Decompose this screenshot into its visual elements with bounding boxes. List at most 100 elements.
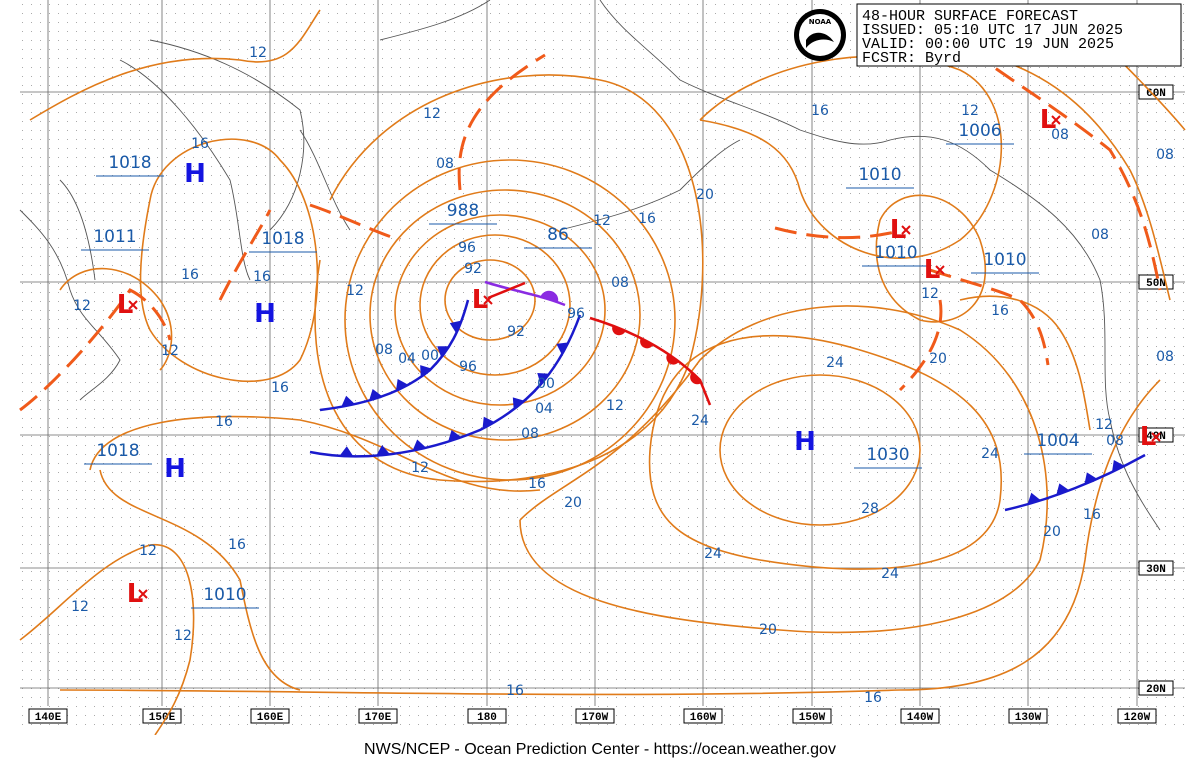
isobar-label: 24 [981,446,999,462]
trough [774,226,1050,392]
isobar-label: 12 [921,286,939,302]
pressure-label: 1018 [108,153,151,173]
occluded-front-symbol [540,290,559,302]
cold-front-symbol [1084,472,1098,485]
isobar [875,194,986,323]
isobar-label: 16 [253,269,271,285]
trough [218,209,272,301]
lat-label-box [1138,427,1174,443]
pressure-label: 1010 [858,165,901,185]
header-line: 48-HOUR SURFACE FORECAST [862,8,1078,25]
low-x [128,300,138,310]
pressure-label: 1030 [866,445,909,465]
isobar-label: 20 [929,351,947,367]
lon-label: 160E [257,712,284,724]
lon-label: 150E [149,712,176,724]
isobar-label: 16 [1083,507,1101,523]
isobar-label: 20 [1043,524,1061,540]
isobar-label: 16 [638,211,656,227]
cold-front-symbol [341,395,355,407]
isobar-label: 92 [507,324,525,340]
isobar [444,259,536,341]
isobar-label: 04 [398,351,416,367]
isobar-label: 12 [161,343,179,359]
isobar-label: 12 [174,628,192,644]
isobar-label: 12 [606,398,624,414]
logo-bird [806,32,834,48]
pressure-label: 1018 [96,441,139,461]
isobars [19,9,1186,736]
cold-front-symbol [339,446,354,457]
isobar-label: 08 [521,426,539,442]
isobar-label: 12 [249,45,267,61]
cold-front-symbol [482,416,495,429]
warm-front-symbol [690,372,703,385]
isobar-label: 96 [458,240,476,256]
isobar-label: 16 [811,103,829,119]
pressure-label: 1018 [261,229,304,249]
isobar [719,374,921,526]
high-center: H [794,427,816,457]
isobar-label: 16 [271,380,289,396]
lon-label: 160W [690,712,717,724]
coast [299,0,491,231]
lon-label: 130W [1015,712,1042,724]
isobar [19,544,195,736]
pressure-label: 1004 [1036,431,1079,451]
isobar-label: 12 [73,298,91,314]
pressure-label: 1010 [874,243,917,263]
low-x [1051,115,1061,125]
lon-label-box [1008,708,1048,724]
isobar-label: 16 [228,537,246,553]
isobar [314,74,704,483]
isobar [394,214,606,406]
isobar-label: 20 [759,622,777,638]
header-box [856,3,1182,67]
pressure-label: 1006 [958,121,1001,141]
trough [309,203,401,242]
pressure-label: 1011 [93,227,136,247]
cold-front-symbol [395,379,409,392]
cold-front-symbol [437,346,450,358]
lon-label: 150W [799,712,826,724]
isobar-label: 24 [691,413,709,429]
cold-front-symbol [420,365,432,378]
isobar [59,267,173,371]
trough [969,48,1162,291]
low-x [138,589,148,599]
cold-front-symbol [376,445,391,456]
isobar-label: 08 [1106,433,1124,449]
labels: 1018 1011 1018 1018 1010 988 86 1010 1010 1010 100… [71,45,1174,706]
pressure-label: 1010 [203,585,246,605]
isobar-label: 92 [464,261,482,277]
pressure-label: 86 [547,225,569,245]
isobar [59,379,1161,696]
isobar-label: 08 [375,342,393,358]
lon-label: 140W [907,712,934,724]
coast [119,39,305,281]
cold-front-symbol [448,429,462,442]
lon-label: 180 [477,712,497,724]
fronts [309,280,1146,512]
pressure-label: 988 [447,201,479,221]
lat-label-box [1138,680,1174,696]
isobar-label: 96 [459,359,477,375]
low-center: L [1040,105,1057,135]
cold-front-symbol [369,388,383,401]
cold-front-symbol [1111,460,1125,473]
lon-label: 170E [365,712,392,724]
isobar [89,415,541,691]
isobar [519,305,1049,634]
low-center: L [924,255,941,285]
isobar-label: 16 [215,414,233,430]
lon-label: 140E [35,712,62,724]
isobar-label: 96 [567,306,585,322]
coastlines [19,0,1161,531]
isobar [699,55,1003,259]
lat-label: 30N [1146,564,1166,576]
lon-label-box [1117,708,1157,724]
warm-front-symbol [612,325,626,336]
isobar-label: 16 [528,476,546,492]
isobar-label: 12 [961,103,979,119]
